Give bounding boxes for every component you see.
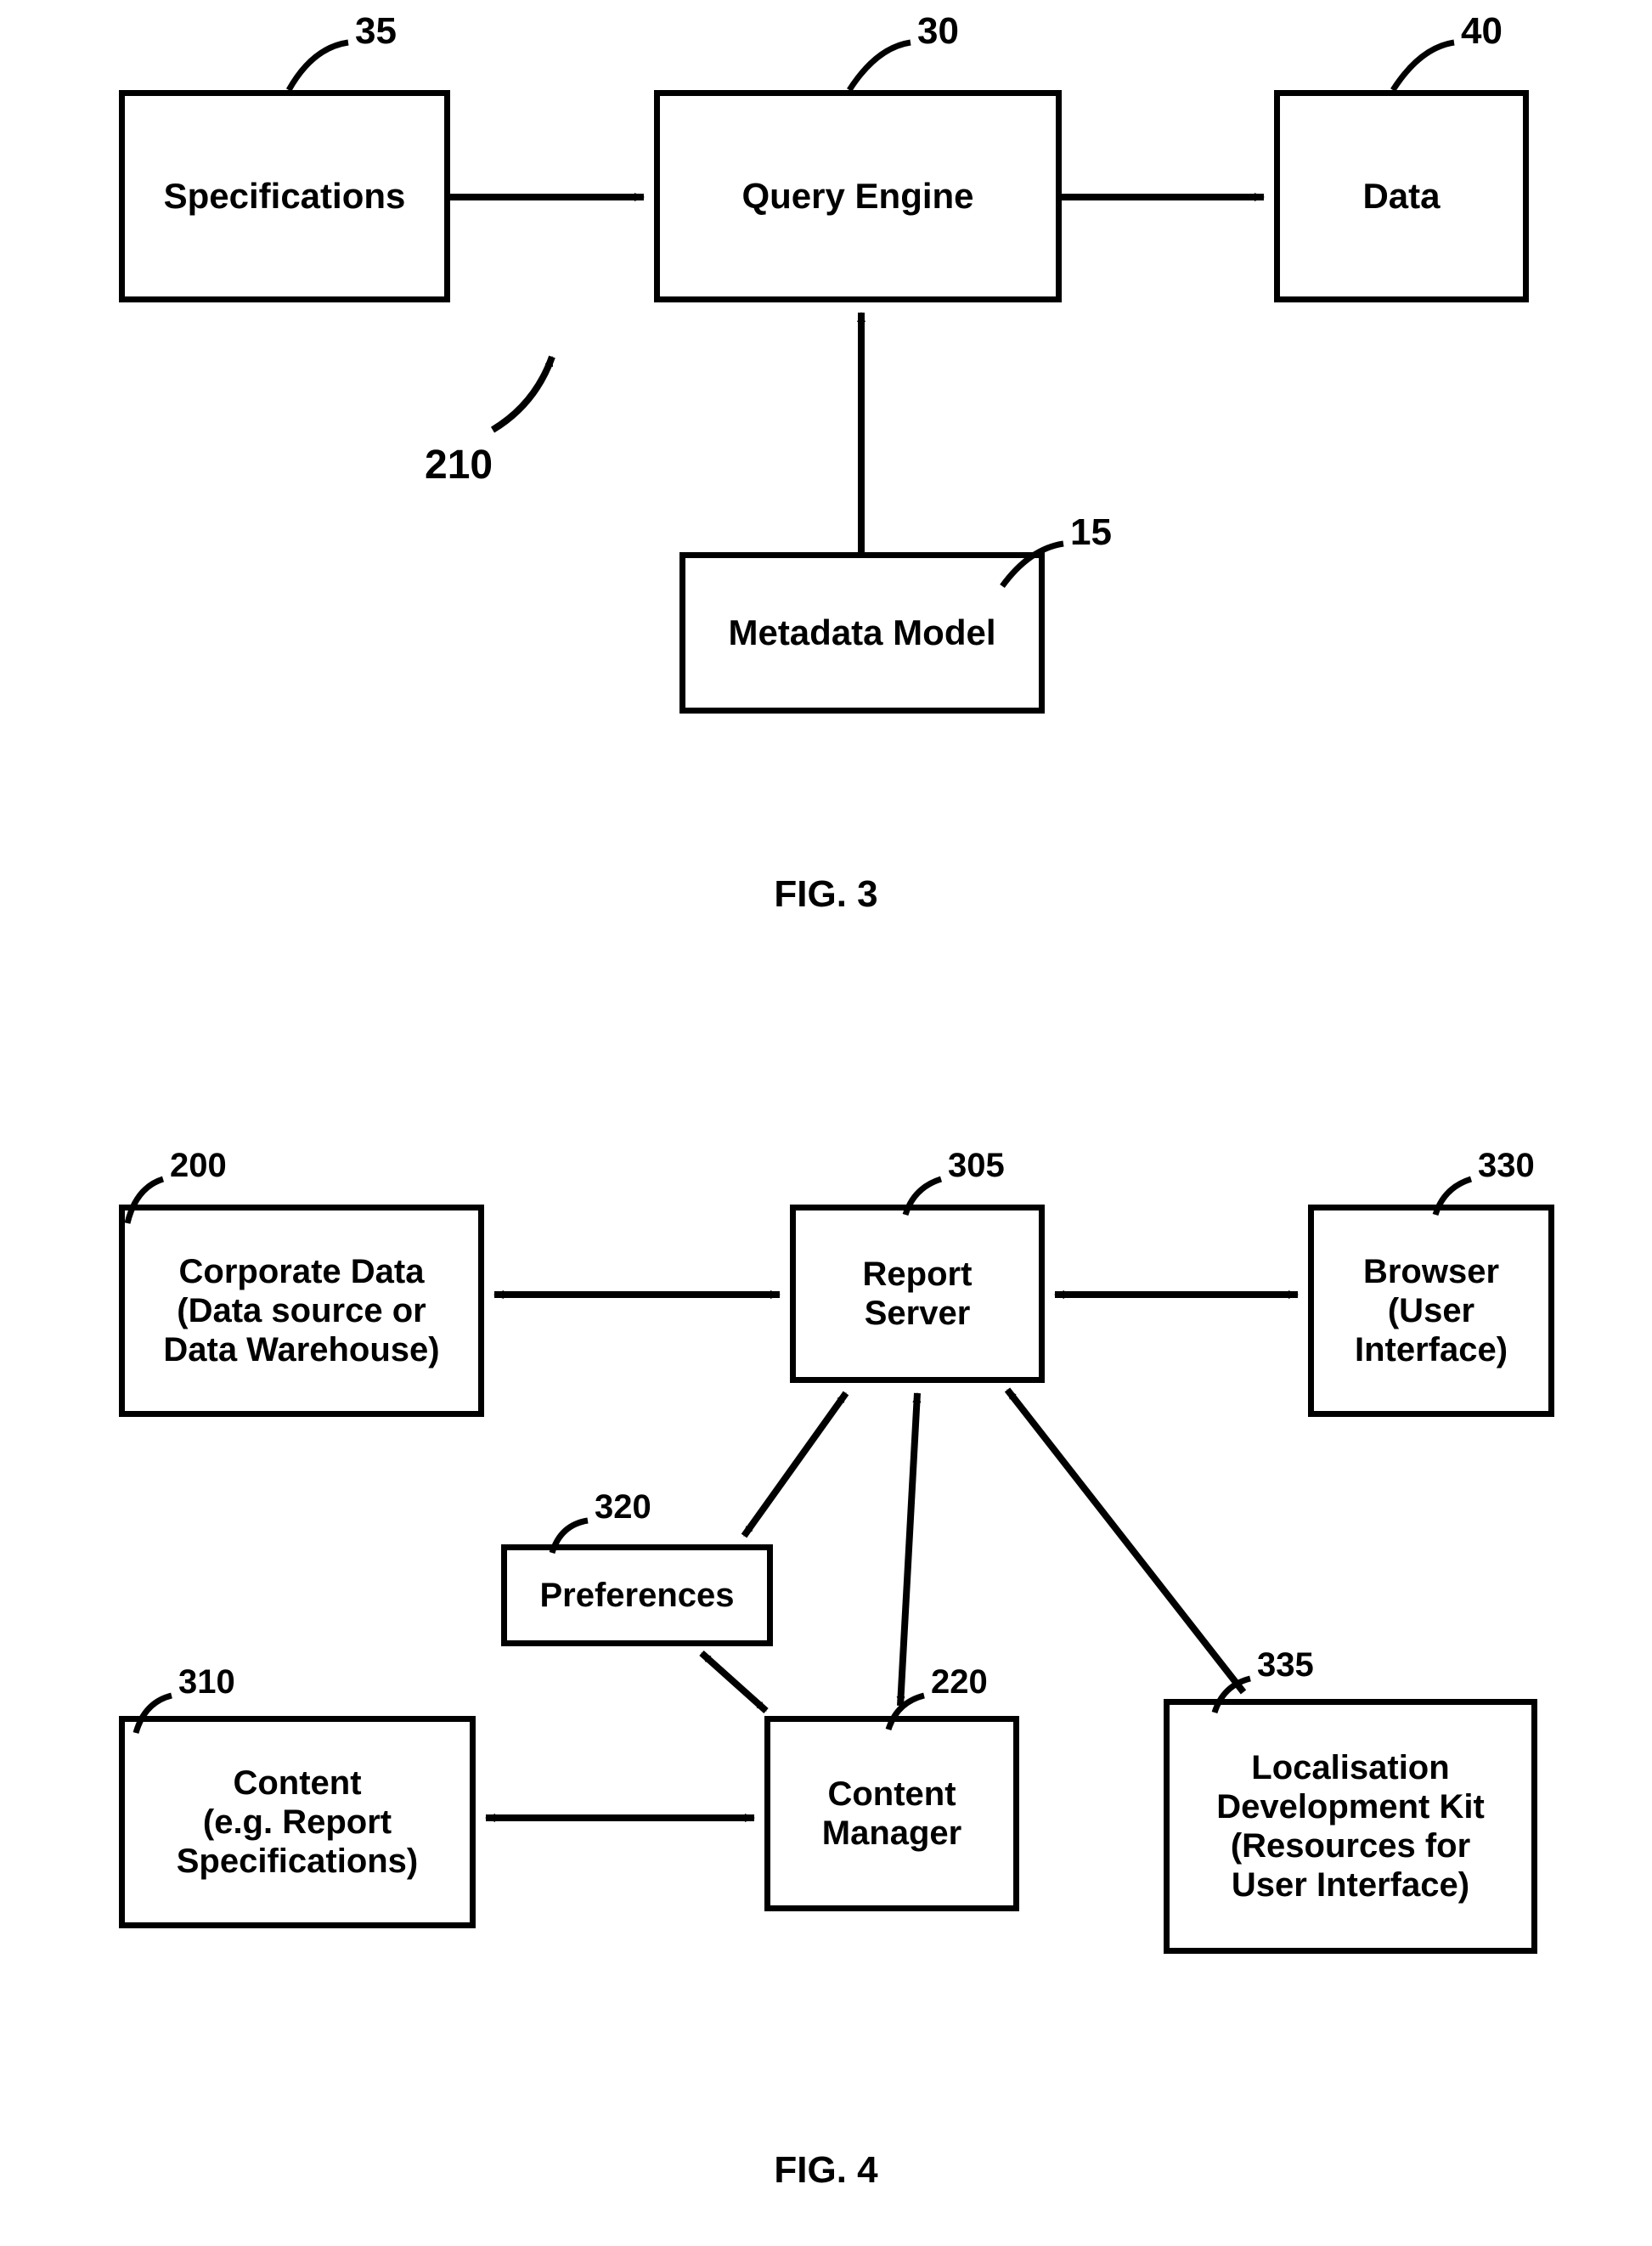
hook-ref-35 bbox=[289, 42, 348, 90]
arrow-ldk-rs bbox=[1007, 1390, 1243, 1692]
fig4-browser-text: Browser(UserInterface) bbox=[1355, 1252, 1508, 1369]
arrow-pref-cm bbox=[702, 1653, 766, 1711]
fig3-metadata-model-box: Metadata Model bbox=[679, 552, 1045, 714]
fig3-ref-40: 40 bbox=[1461, 10, 1503, 53]
fig3-data-box: Data bbox=[1274, 90, 1529, 302]
fig4-content-manager-box: ContentManager bbox=[764, 1716, 1019, 1911]
fig4-preferences-box: Preferences bbox=[501, 1544, 773, 1646]
fig4-report-server-text: ReportServer bbox=[863, 1255, 973, 1333]
fig4-ldk-box: LocalisationDevelopment Kit(Resources fo… bbox=[1164, 1699, 1537, 1954]
fig4-ref-200: 200 bbox=[170, 1147, 227, 1185]
fig4-ref-310: 310 bbox=[178, 1663, 235, 1701]
fig4-corporate-data-text: Corporate Data(Data source orData Wareho… bbox=[163, 1252, 439, 1369]
fig3-ref-30: 30 bbox=[917, 10, 959, 53]
fig4-content-text: Content(e.g. ReportSpecifications) bbox=[177, 1764, 419, 1881]
fig4-preferences-text: Preferences bbox=[539, 1576, 734, 1615]
fig3-query-engine-text: Query Engine bbox=[741, 176, 973, 217]
fig4-report-server-box: ReportServer bbox=[790, 1205, 1045, 1383]
fig4-caption: FIG. 4 bbox=[0, 2149, 1652, 2192]
arrow-rs-cm bbox=[900, 1393, 917, 1706]
fig3-specifications-box: Specifications bbox=[119, 90, 450, 302]
fig4-ref-220: 220 bbox=[931, 1663, 988, 1701]
arrow-rs-pref bbox=[744, 1393, 846, 1536]
fig3-ref-35: 35 bbox=[355, 10, 397, 53]
fig3-caption: FIG. 3 bbox=[0, 873, 1652, 916]
fig3-ref-210: 210 bbox=[425, 442, 493, 488]
fig3-specifications-text: Specifications bbox=[164, 176, 406, 217]
hook-ref-210 bbox=[493, 357, 552, 430]
fig4-ref-335: 335 bbox=[1257, 1646, 1314, 1684]
fig3-metadata-model-text: Metadata Model bbox=[728, 612, 995, 653]
fig4-content-manager-text: ContentManager bbox=[822, 1775, 962, 1853]
fig3-data-text: Data bbox=[1362, 176, 1440, 217]
hook-ref-30 bbox=[849, 42, 911, 90]
fig4-browser-box: Browser(UserInterface) bbox=[1308, 1205, 1554, 1417]
fig3-ref-15: 15 bbox=[1070, 511, 1112, 554]
fig4-content-box: Content(e.g. ReportSpecifications) bbox=[119, 1716, 476, 1928]
fig4-corporate-data-box: Corporate Data(Data source orData Wareho… bbox=[119, 1205, 484, 1417]
fig4-ref-320: 320 bbox=[595, 1488, 651, 1526]
fig4-ref-305: 305 bbox=[948, 1147, 1005, 1185]
fig3-query-engine-box: Query Engine bbox=[654, 90, 1062, 302]
fig4-ldk-text: LocalisationDevelopment Kit(Resources fo… bbox=[1216, 1748, 1485, 1905]
hook-ref-40 bbox=[1393, 42, 1454, 90]
fig4-ref-330: 330 bbox=[1478, 1147, 1535, 1185]
